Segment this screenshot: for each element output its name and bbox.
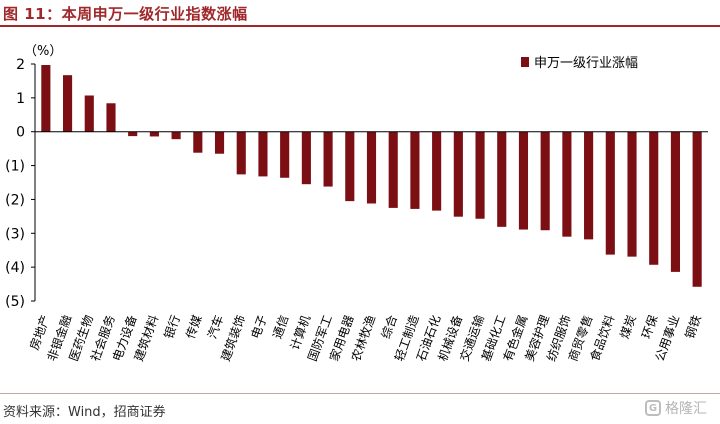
bar bbox=[584, 131, 594, 240]
y-tick-label: (3) bbox=[5, 226, 25, 242]
bar bbox=[366, 131, 377, 204]
y-tick-label: 1 bbox=[16, 91, 25, 107]
y-tick-label: 2 bbox=[16, 57, 25, 73]
legend-swatch bbox=[521, 57, 529, 67]
bar bbox=[540, 131, 550, 231]
bar bbox=[432, 131, 442, 211]
bar bbox=[84, 95, 94, 132]
bar bbox=[63, 75, 73, 132]
y-tick-label: 0 bbox=[16, 125, 25, 141]
x-category-label: 电子 bbox=[248, 313, 269, 340]
y-tick-label: (4) bbox=[5, 260, 25, 276]
y-tick-label: (5) bbox=[5, 294, 25, 310]
bar bbox=[410, 131, 420, 209]
x-category-label: 煤炭 bbox=[617, 313, 638, 340]
bar bbox=[323, 131, 333, 187]
bar bbox=[562, 131, 572, 237]
bar bbox=[214, 131, 225, 154]
bar bbox=[627, 131, 637, 257]
y-tick-label: (1) bbox=[5, 159, 25, 175]
bar bbox=[280, 131, 290, 178]
bar bbox=[128, 131, 138, 137]
watermark-text: 格隆汇 bbox=[665, 401, 707, 417]
bar bbox=[388, 131, 398, 208]
bar-chart: 210(1)(2)(3)(4)(5)（%）房地产非银金融医药生物社会服务电力设备… bbox=[5, 44, 708, 363]
bar bbox=[258, 131, 268, 177]
x-category-label: 环保 bbox=[639, 313, 660, 340]
x-category-label: 传媒 bbox=[182, 313, 204, 341]
bar bbox=[453, 131, 463, 217]
bar bbox=[605, 131, 615, 255]
x-category-label: 钢铁 bbox=[683, 313, 704, 340]
bar bbox=[518, 131, 529, 230]
x-category-label: 通信 bbox=[270, 313, 291, 340]
figure-title: 图 11：本周申万一级行业指数涨幅 bbox=[3, 5, 248, 23]
watermark-logo-icon: G bbox=[645, 400, 661, 416]
x-category-label: 综合 bbox=[378, 313, 400, 341]
watermark: G 格隆汇 bbox=[645, 398, 707, 418]
footer-divider bbox=[0, 393, 720, 394]
bar bbox=[649, 131, 659, 265]
bar bbox=[106, 103, 116, 132]
bar bbox=[149, 131, 159, 137]
source-note: 资料来源：Wind，招商证券 bbox=[3, 405, 166, 420]
x-category-label: 汽车 bbox=[204, 313, 226, 341]
bar bbox=[193, 131, 203, 153]
bar bbox=[236, 131, 246, 175]
y-unit-label: （%） bbox=[24, 44, 62, 59]
bar bbox=[497, 131, 507, 227]
bar bbox=[670, 131, 680, 272]
legend-label: 申万一级行业涨幅 bbox=[534, 56, 638, 71]
bar bbox=[475, 131, 485, 219]
bar bbox=[301, 131, 311, 185]
bar bbox=[345, 131, 355, 202]
bar bbox=[692, 131, 702, 287]
x-category-label: 银行 bbox=[162, 313, 183, 340]
title-divider bbox=[0, 25, 720, 27]
bar bbox=[41, 65, 51, 132]
bar bbox=[171, 131, 181, 140]
y-tick-label: (2) bbox=[5, 192, 25, 208]
